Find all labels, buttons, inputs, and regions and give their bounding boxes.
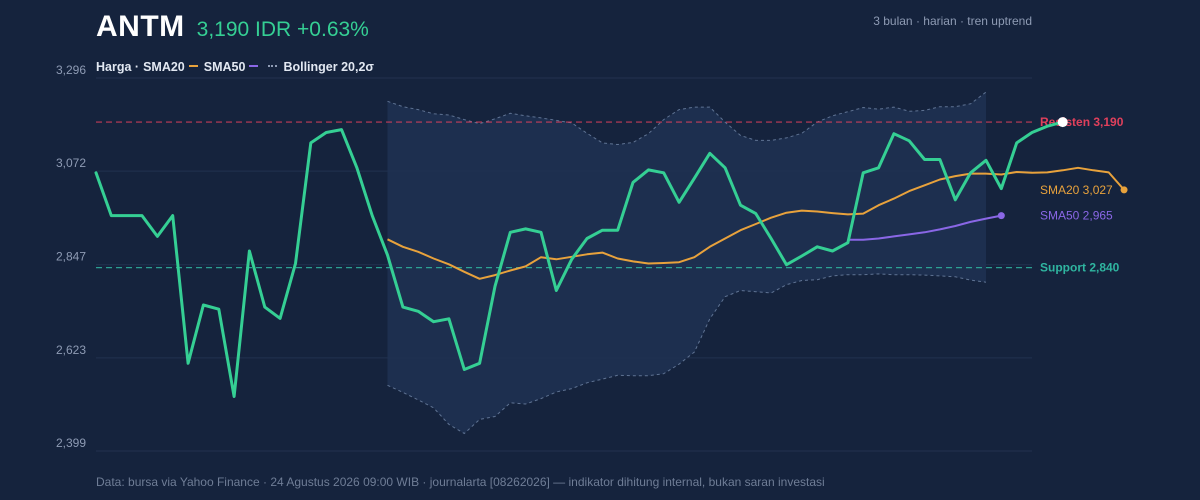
legend-bollinger-swatch [268, 65, 278, 67]
resistance-label: Resisten 3,190 [1040, 115, 1124, 129]
legend-sma50: SMA50 [203, 60, 246, 74]
sma50-line [847, 214, 1002, 241]
price-line [94, 120, 1065, 398]
y-tick-label: 3,296 [56, 63, 86, 77]
y-tick-label: 2,623 [56, 343, 86, 357]
sma20-end-marker [1120, 186, 1128, 194]
chart-legend: Harga · SMA20 SMA50 Bollinger 20,2σ [96, 60, 374, 74]
bollinger-lower-line [387, 273, 987, 435]
price-end-marker [1057, 117, 1068, 128]
sma20-line [387, 166, 1125, 280]
bollinger-upper-line [387, 91, 987, 146]
support-label: Support 2,840 [1040, 261, 1120, 275]
y-tick-label: 3,072 [56, 156, 86, 170]
sma50-end-label: SMA50 2,965 [1040, 209, 1113, 223]
legend-sma20-swatch [188, 65, 198, 67]
legend-sma50-swatch [249, 65, 259, 67]
legend-price: Harga · [96, 60, 140, 74]
sma20-end-label: SMA20 3,027 [1040, 183, 1113, 197]
sma50-end-marker [997, 212, 1005, 220]
footer-source: Data: bursa via Yahoo Finance · 24 Agust… [96, 475, 825, 489]
legend-sma20: SMA20 [143, 60, 185, 74]
bollinger-band [387, 92, 986, 434]
chart-header: ANTM 3,190 IDR +0.63% [96, 10, 369, 44]
period-meta: 3 bulan · harian · tren uptrend [873, 14, 1032, 28]
ticker-symbol: ANTM [96, 10, 185, 43]
price-change: 3,190 IDR +0.63% [196, 18, 369, 41]
y-tick-label: 2,847 [56, 250, 86, 264]
y-tick-label: 2,399 [56, 436, 86, 450]
legend-bollinger: Bollinger 20,2σ [283, 60, 374, 74]
